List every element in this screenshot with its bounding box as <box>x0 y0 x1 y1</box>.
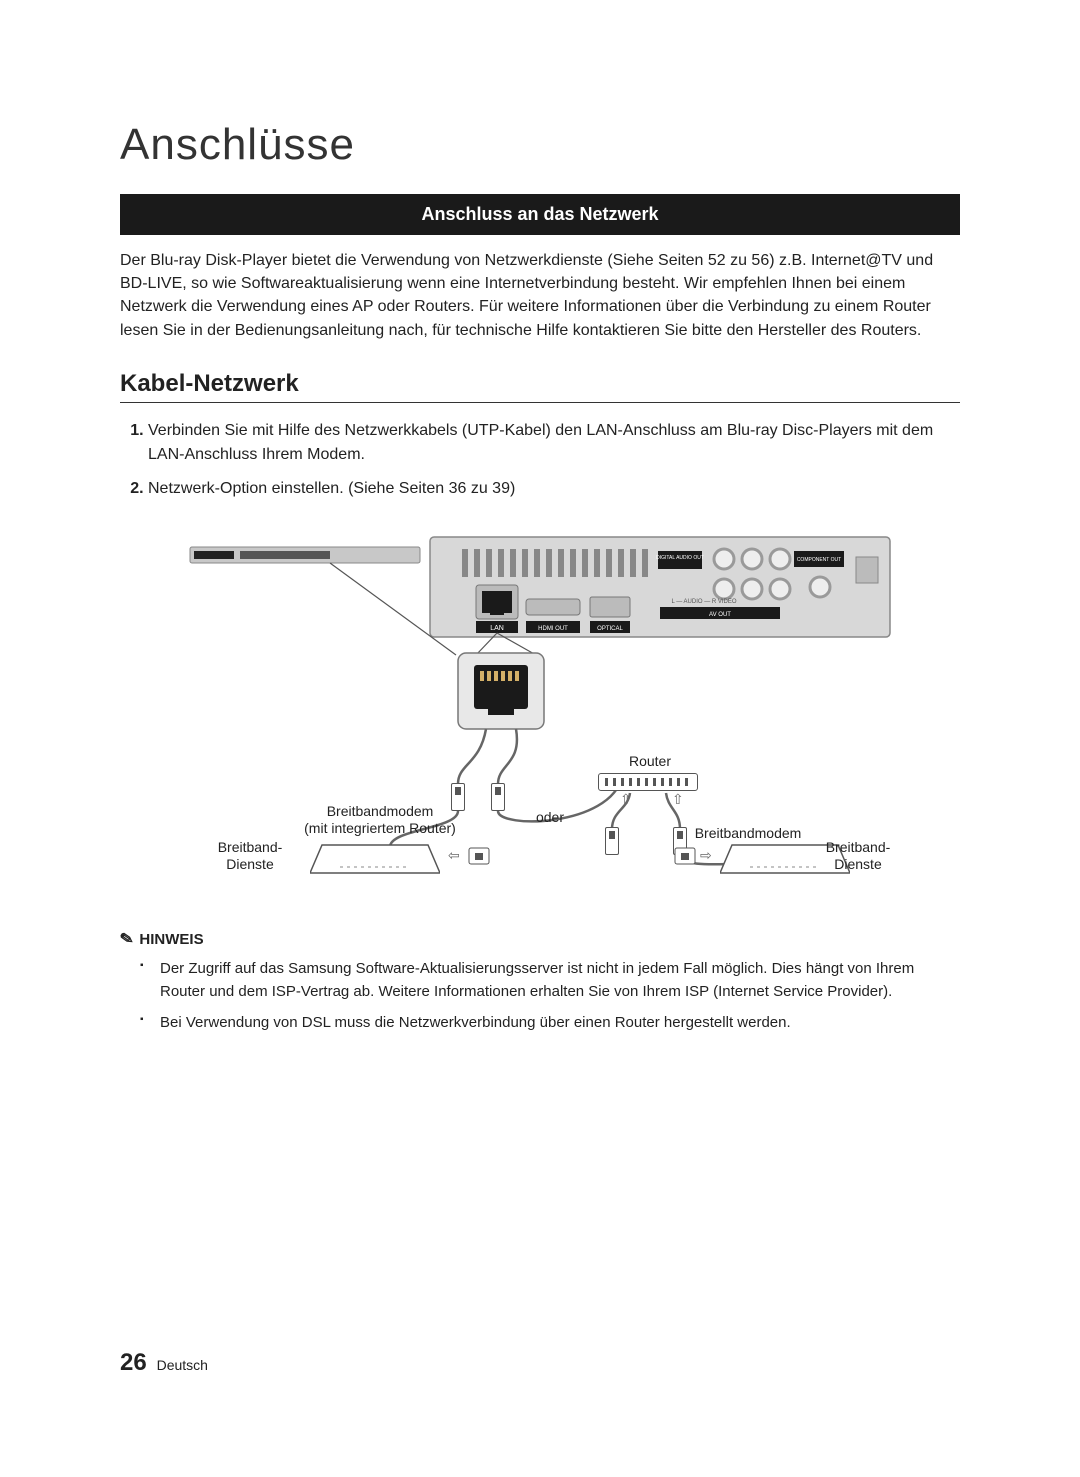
arrow-right-icon: ⇨ <box>700 847 712 864</box>
steps-list: Verbinden Sie mit Hilfe des Netzwerkkabe… <box>120 419 960 501</box>
router-label: Router <box>600 753 700 770</box>
note-item: Bei Verwendung von DSL muss die Netzwerk… <box>160 1011 960 1034</box>
service-left-label: Breitband- Dienste <box>200 839 300 873</box>
arrow-up-icon: ⇧ <box>672 791 684 808</box>
oder-label: oder <box>520 809 580 826</box>
note-item: Der Zugriff auf das Samsung Software-Akt… <box>160 957 960 1004</box>
subsection-title: Kabel-Netzwerk <box>120 370 960 398</box>
step-item: Verbinden Sie mit Hilfe des Netzwerkkabe… <box>148 419 960 467</box>
lan-port-zoom <box>456 651 546 731</box>
hinweis-heading: ✎HINWEIS <box>120 929 960 949</box>
arrow-left-icon: ⇦ <box>448 847 460 864</box>
note-icon: ✎ <box>118 928 135 950</box>
player-back-panel: DIGITAL AUDIO OUT COMPONENT OUT LAN HDMI… <box>180 529 900 659</box>
wall-jack-icon <box>468 847 490 865</box>
svg-text:L — AUDIO — R VIDEO: L — AUDIO — R VIDEO <box>671 599 736 605</box>
intro-paragraph: Der Blu-ray Disk-Player bietet die Verwe… <box>120 249 960 342</box>
router-icon <box>598 773 698 791</box>
connection-diagram: DIGITAL AUDIO OUT COMPONENT OUT LAN HDMI… <box>180 529 900 889</box>
page-number: 26 <box>120 1349 147 1376</box>
modem-router-label: Breitbandmodem (mit integriertem Router) <box>290 803 470 837</box>
arrow-up-icon: ⇧ <box>620 791 632 808</box>
ethernet-plug-icon <box>605 827 619 855</box>
svg-text:AV OUT: AV OUT <box>709 612 731 618</box>
page-footer: 26 Deutsch <box>120 1349 208 1377</box>
step-item: Netzwerk-Option einstellen. (Siehe Seite… <box>148 477 960 501</box>
svg-text:COMPONENT OUT: COMPONENT OUT <box>797 557 841 563</box>
svg-text:OPTICAL: OPTICAL <box>597 626 623 632</box>
svg-text:DIGITAL AUDIO OUT: DIGITAL AUDIO OUT <box>656 555 704 561</box>
svg-text:HDMI OUT: HDMI OUT <box>538 626 568 632</box>
hinweis-label: HINWEIS <box>139 931 203 948</box>
rule <box>120 402 960 403</box>
notes-list: Der Zugriff auf das Samsung Software-Akt… <box>120 957 960 1035</box>
modem-icon <box>310 843 440 875</box>
ethernet-plug-icon <box>491 783 505 811</box>
chapter-title: Anschlüsse <box>120 120 960 170</box>
wall-jack-icon <box>674 847 696 865</box>
service-right-label: Breitband- Dienste <box>808 839 908 873</box>
page-language: Deutsch <box>157 1357 208 1373</box>
svg-text:LAN: LAN <box>490 625 504 632</box>
section-bar: Anschluss an das Netzwerk <box>120 194 960 235</box>
modem-label: Breitbandmodem <box>678 825 818 842</box>
